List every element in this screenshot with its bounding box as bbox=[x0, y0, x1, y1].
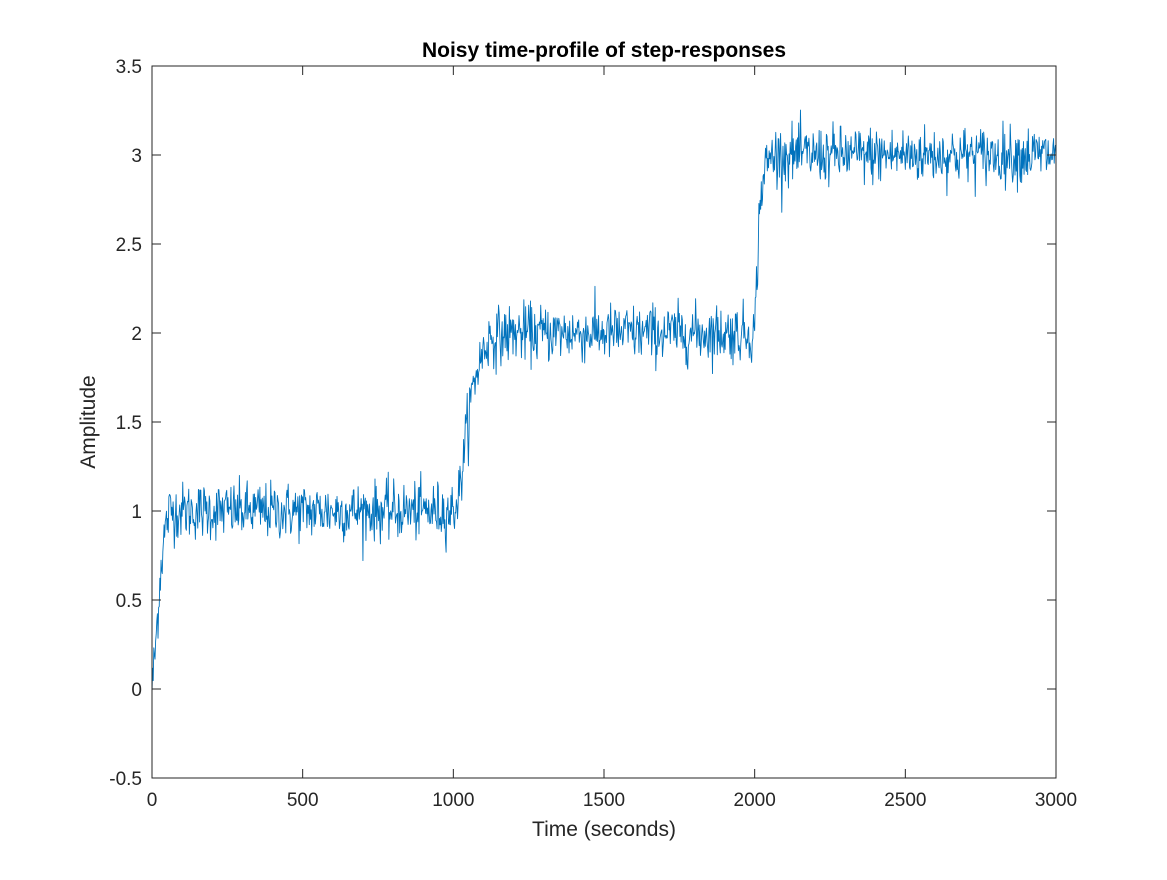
x-tick-label: 3000 bbox=[1035, 790, 1077, 811]
y-tick-label: 2 bbox=[131, 324, 142, 345]
tick-layer: 0 500 1000 1500 2000 2500 3000-0.500.511.522.5… bbox=[109, 57, 1077, 811]
y-tick-label: 0 bbox=[131, 680, 142, 701]
y-tick-label: 1.5 bbox=[116, 413, 142, 434]
x-tick-label: 2000 bbox=[734, 790, 776, 811]
x-tick-label: 500 bbox=[287, 790, 319, 811]
y-tick-label: 3.5 bbox=[116, 57, 142, 78]
y-tick-label: 3 bbox=[131, 146, 142, 167]
y-tick-label: 2.5 bbox=[116, 235, 142, 256]
y-tick-label: 1 bbox=[131, 502, 142, 523]
y-axis-label: Amplitude bbox=[77, 375, 100, 468]
x-tick-label: 1500 bbox=[583, 790, 625, 811]
y-tick-label: -0.5 bbox=[109, 769, 142, 790]
series-line-1 bbox=[151, 109, 1057, 694]
x-axis-label: Time (seconds) bbox=[532, 818, 676, 841]
x-tick-label: 0 bbox=[147, 790, 158, 811]
chart-title: Noisy time-profile of step-responses bbox=[422, 39, 786, 62]
x-tick-label: 1000 bbox=[432, 790, 474, 811]
x-tick-label: 2500 bbox=[884, 790, 926, 811]
y-tick-label: 0.5 bbox=[116, 591, 142, 612]
plot-area bbox=[152, 66, 1056, 778]
series-layer bbox=[151, 109, 1057, 694]
